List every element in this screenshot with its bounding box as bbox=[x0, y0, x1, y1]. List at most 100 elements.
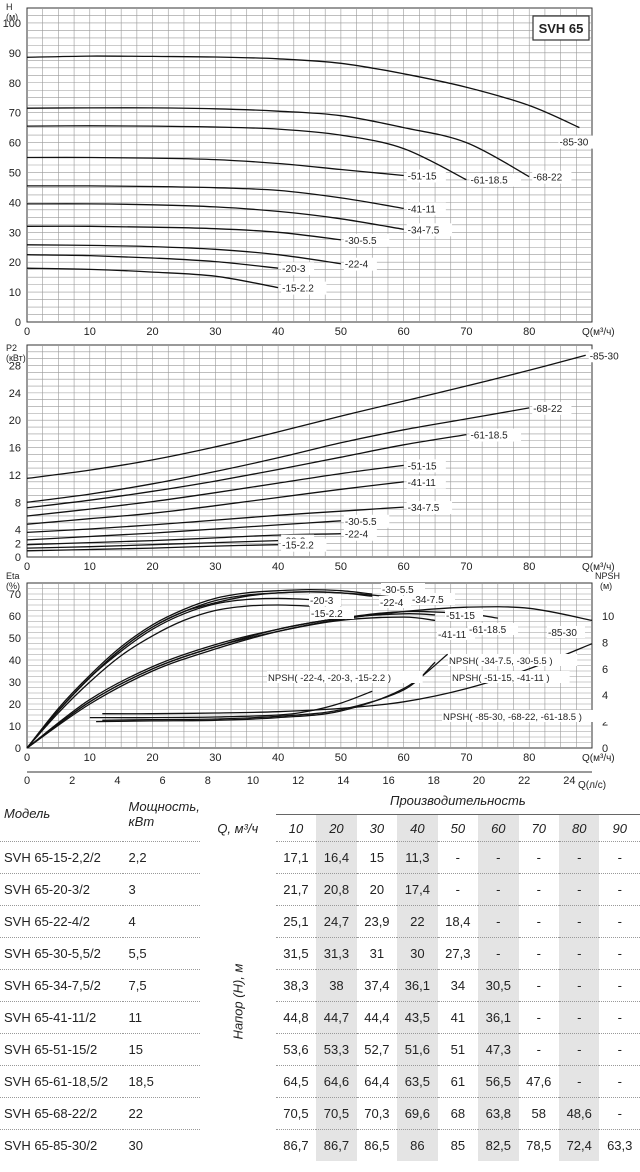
y-tick-label: 10 bbox=[9, 287, 21, 299]
x-tick-label: 50 bbox=[335, 326, 347, 338]
x2-tick-label: 6 bbox=[160, 775, 166, 787]
series-label-bg bbox=[343, 257, 377, 271]
power-cell: 4 bbox=[122, 905, 200, 938]
npsh-label-bg bbox=[442, 710, 614, 722]
x-tick-label: 60 bbox=[398, 326, 410, 338]
series-label: -15-2.2 bbox=[311, 609, 343, 620]
power-cell: 3 bbox=[122, 873, 200, 906]
series-line--30-5.5 bbox=[26, 225, 341, 241]
x-tick-label: 10 bbox=[84, 752, 96, 764]
y2-tick-label: 2 bbox=[602, 717, 608, 729]
series-label: -85-30 bbox=[548, 628, 577, 639]
series-label-bg bbox=[406, 459, 446, 473]
x2-axis-label: Q(л/с) bbox=[578, 780, 606, 791]
chart-title: SVH 65 bbox=[539, 21, 584, 36]
q-header: Q, м³/ч bbox=[217, 820, 259, 836]
y-tick-label: 8 bbox=[15, 497, 21, 509]
q-column-header: 50 bbox=[450, 820, 466, 836]
series-line--68-22 bbox=[26, 407, 530, 503]
head-value-cell: - bbox=[518, 969, 559, 1002]
npsh-label-bg bbox=[267, 671, 423, 683]
power-cell: 22 bbox=[122, 1097, 200, 1130]
head-value-cell: - bbox=[478, 937, 519, 970]
head-value-cell: 30,5 bbox=[478, 969, 519, 1002]
y2-tick-label: 10 bbox=[602, 611, 614, 623]
x2-tick-label: 8 bbox=[205, 775, 211, 787]
y-tick-label: 0 bbox=[15, 743, 21, 755]
series-label: -51-15 bbox=[408, 461, 437, 472]
series-label: -51-15 bbox=[408, 171, 437, 182]
series-label: -68-22 bbox=[533, 404, 562, 415]
y-tick-label: 12 bbox=[9, 470, 21, 482]
table-row: SVH 65-85-30/2 30 86,7 86,7 86,5 86 85 82,5 78,5… bbox=[0, 1129, 640, 1161]
series-line--51-15 bbox=[26, 464, 404, 517]
series-label: -61-18.5 bbox=[470, 431, 508, 442]
npsh-label: NPSH( -85-30, -68-22, -61-18.5 ) bbox=[443, 712, 582, 723]
head-value-cell: 61 bbox=[437, 1065, 479, 1098]
title-box bbox=[532, 15, 590, 41]
head-value-cell: 38 bbox=[316, 969, 357, 1002]
table-row: SVH 65-61-18,5/2 18,5 64,5 64,6 64,4 63,5 61 56… bbox=[0, 1065, 640, 1098]
head-value-cell: - bbox=[599, 1033, 640, 1066]
y-tick-label: 60 bbox=[9, 138, 21, 150]
y-axis-label: H bbox=[6, 2, 13, 12]
series-label-bg bbox=[411, 593, 455, 605]
head-value-cell: 44,8 bbox=[275, 1001, 317, 1034]
x-tick-label: 20 bbox=[146, 326, 158, 338]
x2-tick-label: 16 bbox=[382, 775, 394, 787]
power-cell: 7,5 bbox=[122, 969, 200, 1002]
series-label: -41-11 bbox=[408, 204, 437, 215]
power-cell: 11 bbox=[122, 1001, 200, 1034]
series-line--41-11 bbox=[26, 481, 404, 525]
series-label-bg bbox=[406, 475, 446, 489]
y-tick-label: 2 bbox=[15, 538, 21, 550]
head-value-cell: 85 bbox=[437, 1129, 479, 1161]
model-cell: SVH 65-20-3/2 bbox=[0, 873, 123, 906]
head-value-cell: 41 bbox=[437, 1001, 479, 1034]
head-value-cell: - bbox=[599, 969, 640, 1002]
power-cell: 2,2 bbox=[122, 841, 200, 874]
head-value-cell: 69,6 bbox=[397, 1097, 438, 1130]
head-value-cell: 72,4 bbox=[559, 1129, 600, 1161]
series-label: -20-3 bbox=[310, 596, 334, 607]
head-value-cell: - bbox=[559, 969, 600, 1002]
head-value-cell: 47,3 bbox=[478, 1033, 519, 1066]
head-value-cell: - bbox=[599, 937, 640, 970]
series-label-bg bbox=[558, 135, 598, 149]
model-cell: SVH 65-34-7,5/2 bbox=[0, 969, 123, 1002]
y2-tick-label: 8 bbox=[602, 637, 608, 649]
head-value-cell: 86,7 bbox=[316, 1129, 357, 1161]
y-axis-label: Eta bbox=[6, 571, 20, 581]
series-label-bg bbox=[343, 514, 390, 528]
y2-tick-label: 0 bbox=[602, 743, 608, 755]
power-header: Мощность, кВт bbox=[128, 798, 200, 829]
head-value-cell: - bbox=[599, 841, 640, 874]
power-cell: 15 bbox=[122, 1033, 200, 1066]
y-tick-label: 28 bbox=[9, 361, 21, 373]
npsh-label: NPSH( -22-4, -20-3, -15-2.2 ) bbox=[268, 673, 391, 684]
y-tick-label: 0 bbox=[15, 317, 21, 329]
x-tick-label: 70 bbox=[460, 752, 472, 764]
x-tick-label: 70 bbox=[460, 326, 472, 338]
head-value-cell: - bbox=[518, 873, 559, 906]
x-tick-label: 80 bbox=[523, 752, 535, 764]
y2-tick-label: 4 bbox=[602, 690, 608, 702]
series-line--15-2.2 bbox=[26, 544, 279, 552]
x-tick-label: 30 bbox=[209, 561, 221, 573]
head-value-cell: - bbox=[518, 1033, 559, 1066]
x-tick-label: 20 bbox=[146, 561, 158, 573]
head-value-cell: 44,4 bbox=[356, 1001, 398, 1034]
series-label: -15-2.2 bbox=[282, 284, 314, 295]
head-value-cell: 36,1 bbox=[397, 969, 438, 1002]
series-label-bg bbox=[309, 594, 341, 606]
head-value-cell: 70,3 bbox=[356, 1097, 398, 1130]
series-label-bg bbox=[381, 583, 425, 595]
power-cell: 18,5 bbox=[122, 1065, 200, 1098]
series-label-bg bbox=[310, 607, 354, 619]
head-value-cell: 15 bbox=[356, 841, 398, 874]
y-tick-label: 50 bbox=[9, 167, 21, 179]
npsh-line bbox=[96, 653, 449, 723]
head-value-cell: 34 bbox=[437, 969, 479, 1002]
head-value-cell: 17,4 bbox=[397, 873, 438, 906]
series-label: -22-4 bbox=[345, 260, 369, 271]
